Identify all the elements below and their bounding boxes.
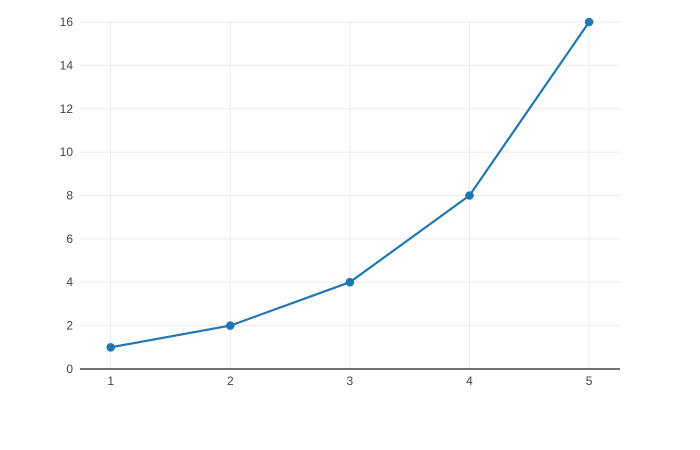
svg-text:10: 10: [60, 145, 74, 159]
svg-text:14: 14: [60, 58, 74, 72]
svg-text:5: 5: [586, 374, 593, 388]
svg-text:12: 12: [60, 102, 74, 116]
svg-text:2: 2: [227, 374, 234, 388]
svg-text:3: 3: [347, 374, 354, 388]
svg-text:8: 8: [66, 189, 73, 203]
svg-text:6: 6: [66, 232, 73, 246]
svg-text:16: 16: [60, 15, 74, 29]
svg-text:0: 0: [66, 362, 73, 376]
svg-text:4: 4: [466, 374, 473, 388]
svg-text:4: 4: [66, 275, 73, 289]
svg-text:2: 2: [66, 319, 73, 333]
svg-text:1: 1: [107, 374, 114, 388]
